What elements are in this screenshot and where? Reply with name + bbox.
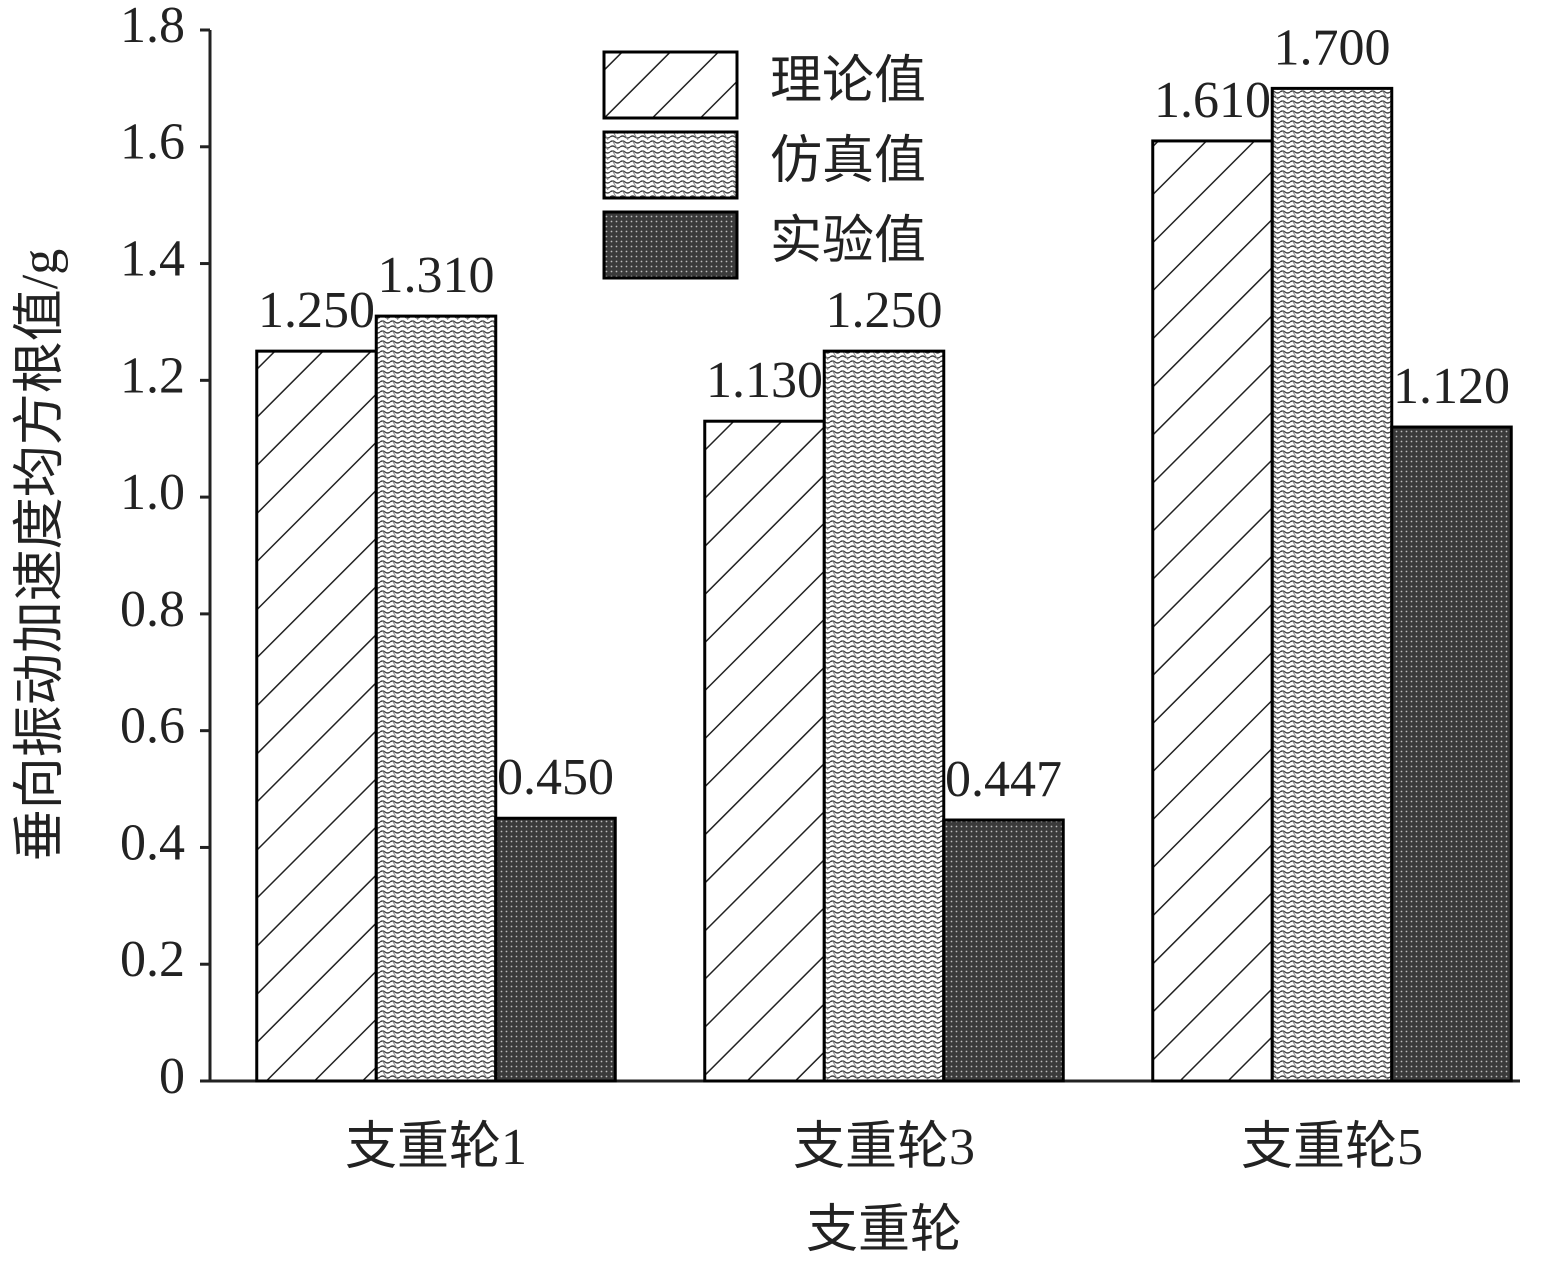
value-label: 1.250 bbox=[258, 282, 375, 339]
bar bbox=[1151, 139, 1274, 1083]
bar bbox=[374, 314, 498, 1083]
y-tick-label: 1.2 bbox=[120, 347, 185, 404]
value-label: 1.310 bbox=[378, 247, 495, 304]
y-tick-label: 1.8 bbox=[120, 0, 185, 54]
legend-label: 理论值 bbox=[770, 53, 926, 110]
y-tick-label: 0.4 bbox=[120, 814, 185, 871]
value-label: 1.610 bbox=[1154, 72, 1271, 129]
value-label: 1.700 bbox=[1274, 19, 1391, 76]
y-tick-label: 1.4 bbox=[120, 230, 185, 287]
y-tick-label: 0.2 bbox=[120, 931, 185, 988]
value-label: 1.250 bbox=[826, 282, 943, 339]
y-tick-label: 0.8 bbox=[120, 581, 185, 638]
bar bbox=[822, 349, 946, 1083]
bar bbox=[494, 816, 617, 1083]
y-axis-title: 垂向振动加速度均方根值/g bbox=[12, 249, 69, 861]
x-axis-title: 支重轮 bbox=[806, 1202, 962, 1259]
y-tick-label: 1.0 bbox=[120, 464, 185, 521]
y-tick-label: 1.6 bbox=[120, 114, 185, 171]
legend-swatch bbox=[602, 130, 739, 200]
bar bbox=[255, 349, 378, 1083]
legend-swatch bbox=[602, 210, 739, 280]
x-tick-label: 支重轮3 bbox=[793, 1119, 975, 1176]
y-tick-label: 0 bbox=[159, 1048, 185, 1105]
bar bbox=[1270, 86, 1394, 1083]
bar bbox=[703, 419, 826, 1083]
value-label: 0.450 bbox=[497, 749, 614, 806]
legend-label: 仿真值 bbox=[770, 133, 926, 190]
value-label: 1.130 bbox=[706, 352, 823, 409]
legend-swatch bbox=[602, 50, 739, 120]
value-label: 0.447 bbox=[945, 751, 1062, 808]
y-tick-label: 0.6 bbox=[120, 698, 185, 755]
x-tick-label: 支重轮1 bbox=[345, 1119, 527, 1176]
bar bbox=[942, 818, 1065, 1083]
bar bbox=[1390, 425, 1513, 1083]
legend-label: 实验值 bbox=[770, 213, 926, 270]
value-label: 1.120 bbox=[1393, 358, 1510, 415]
x-tick-label: 支重轮5 bbox=[1241, 1119, 1423, 1176]
